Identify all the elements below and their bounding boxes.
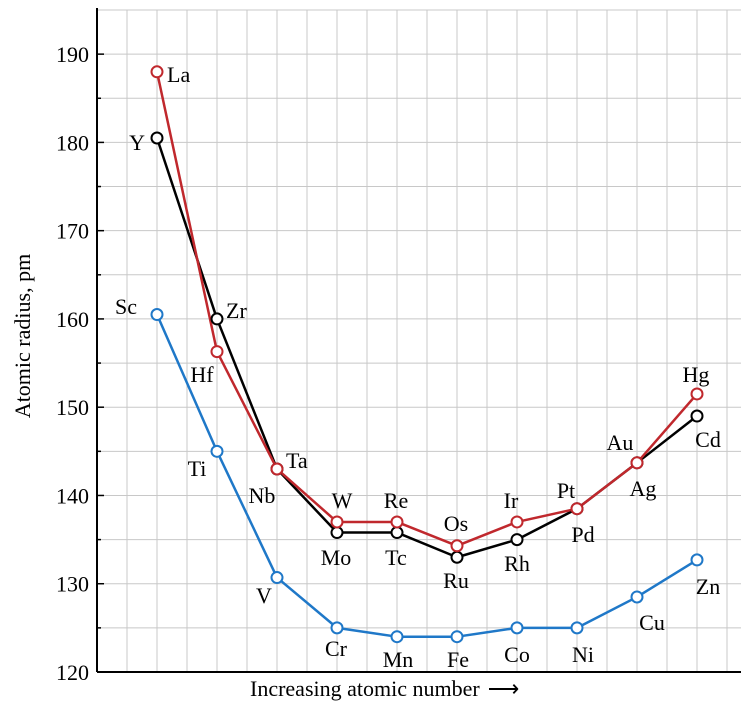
data-point <box>570 502 584 516</box>
element-label: Mo <box>321 545 352 570</box>
data-point <box>390 630 404 644</box>
element-label: Rh <box>504 551 530 576</box>
y-tick-label: 120 <box>56 660 89 685</box>
data-point <box>450 630 464 644</box>
element-label: Ta <box>286 448 308 473</box>
y-tick-label: 190 <box>56 42 89 67</box>
data-point <box>450 539 464 553</box>
element-label: Ag <box>630 476 657 501</box>
element-label: Au <box>607 430 634 455</box>
element-label: Pt <box>557 478 575 503</box>
y-tick-label: 140 <box>56 483 89 508</box>
data-point <box>210 444 224 458</box>
element-label: Os <box>444 511 468 536</box>
element-label: Mn <box>383 647 414 672</box>
data-point <box>330 526 344 540</box>
y-tick-label: 180 <box>56 130 89 155</box>
y-tick-label: 130 <box>56 572 89 597</box>
element-label: Cd <box>695 427 721 452</box>
element-label: Y <box>129 130 145 155</box>
data-point <box>270 571 284 585</box>
element-label: Ni <box>572 642 594 667</box>
element-label: Re <box>384 488 408 513</box>
x-axis-arrow: ⟶ <box>488 676 520 701</box>
element-label: Hg <box>683 362 710 387</box>
element-label: V <box>256 583 272 608</box>
series-lines <box>155 71 698 638</box>
y-tick-label: 170 <box>56 219 89 244</box>
data-point <box>270 462 284 476</box>
data-point <box>450 550 464 564</box>
y-tick-label: 160 <box>56 307 89 332</box>
element-label: Fe <box>447 647 469 672</box>
data-point <box>630 590 644 604</box>
element-label: Tc <box>385 545 407 570</box>
element-label: Co <box>504 642 530 667</box>
element-label: Hf <box>190 362 214 387</box>
data-point <box>390 526 404 540</box>
data-point <box>510 621 524 635</box>
data-point <box>150 65 164 79</box>
data-point <box>510 533 524 547</box>
data-point <box>690 553 704 567</box>
data-point <box>690 409 704 423</box>
element-label: Ti <box>188 456 207 481</box>
grid <box>97 9 741 672</box>
y-axis-ticks: 120 130 140 150 160 170 180 190 <box>56 42 104 685</box>
data-point <box>390 515 404 529</box>
element-label: Cr <box>325 636 348 661</box>
element-label: Sc <box>115 294 137 319</box>
element-labels: La Y Sc Zr Hf Ti Ta Nb V W Mo Cr Re Tc Mn Os Ru Fe Ir Rh Co P… <box>115 62 721 672</box>
element-label: Ir <box>504 488 519 513</box>
element-label: Zn <box>696 574 720 599</box>
series-line <box>155 314 698 638</box>
data-point <box>210 345 224 359</box>
data-point <box>690 387 704 401</box>
element-label: Pd <box>571 522 594 547</box>
element-label: Ru <box>443 568 469 593</box>
data-point <box>570 621 584 635</box>
series-line <box>155 71 698 548</box>
axes <box>96 8 741 673</box>
y-tick-label: 150 <box>56 395 89 420</box>
series-points <box>150 65 704 644</box>
element-label: Cu <box>639 610 665 635</box>
element-label: La <box>167 62 190 87</box>
element-label: W <box>332 488 353 513</box>
data-point <box>330 621 344 635</box>
data-point <box>150 308 164 322</box>
element-label: Nb <box>249 483 276 508</box>
x-axis-label: Increasing atomic number <box>250 676 480 701</box>
data-point <box>330 515 344 529</box>
data-point <box>210 312 224 326</box>
data-point <box>630 456 644 470</box>
data-point <box>510 515 524 529</box>
data-point <box>150 131 164 145</box>
y-axis-label: Atomic radius, pm <box>10 254 35 418</box>
element-label: Zr <box>226 298 247 323</box>
